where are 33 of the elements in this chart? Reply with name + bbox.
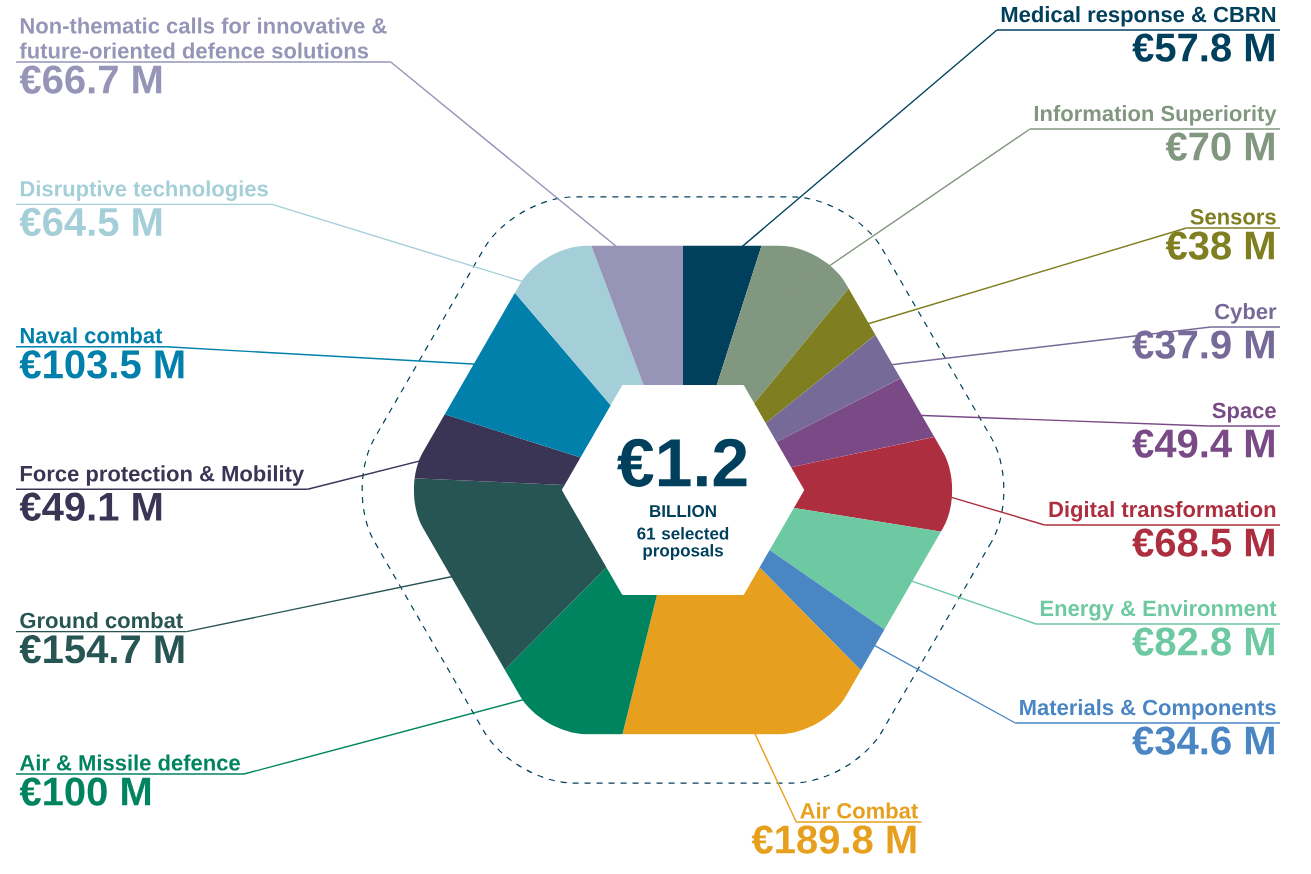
data-label: €70 M	[1165, 132, 1274, 161]
data-label: €100 M	[19, 777, 151, 806]
slice-label: Force protection & Mobility	[20, 465, 305, 486]
text: €1.2	[617, 438, 747, 487]
slice-label: Sensors	[1190, 209, 1276, 225]
slice-label: Energy & Environment	[1040, 600, 1277, 621]
slice-label: Cyber	[1215, 303, 1277, 324]
data-label: €82.8 M	[1132, 627, 1274, 656]
text: 61 selected proposals	[637, 527, 729, 560]
slice-label: Medical response & CBRN	[1001, 6, 1276, 27]
slice-label: Air & Missile defence	[19, 754, 240, 771]
data-label: €68.5 M	[1132, 528, 1274, 557]
slice-label: Disruptive technologies	[20, 180, 268, 202]
data-label: €64.5 M	[19, 207, 162, 237]
data-label: €38 M	[1165, 231, 1274, 260]
data-label: €103.5 M	[19, 350, 184, 379]
data-label: €49.4 M	[1132, 429, 1274, 458]
data-label: €34.6 M	[1132, 726, 1274, 755]
data-label: €189.8 M	[751, 825, 916, 854]
data-label: €49.1 M	[19, 492, 162, 521]
data-label: €57.8 M	[1132, 33, 1274, 62]
slice-label: Naval combat	[20, 327, 163, 344]
slice-label: Non-thematic calls for innovative & future-oriented defence solutions	[19, 17, 387, 59]
text: BILLION	[650, 505, 716, 518]
slice-label: Space	[1212, 402, 1276, 423]
data-label: €66.7 M	[19, 65, 162, 94]
slice-label: Air Combat	[800, 802, 918, 819]
slice-label: Ground combat	[20, 612, 183, 629]
slice-label: Information Superiority	[1034, 105, 1277, 126]
data-label: €37.9 M	[1132, 330, 1274, 359]
slice-label: Digital transformation	[1049, 501, 1276, 522]
slice-label: Materials & Components	[1020, 699, 1276, 720]
data-label: €154.7 M	[19, 635, 184, 664]
